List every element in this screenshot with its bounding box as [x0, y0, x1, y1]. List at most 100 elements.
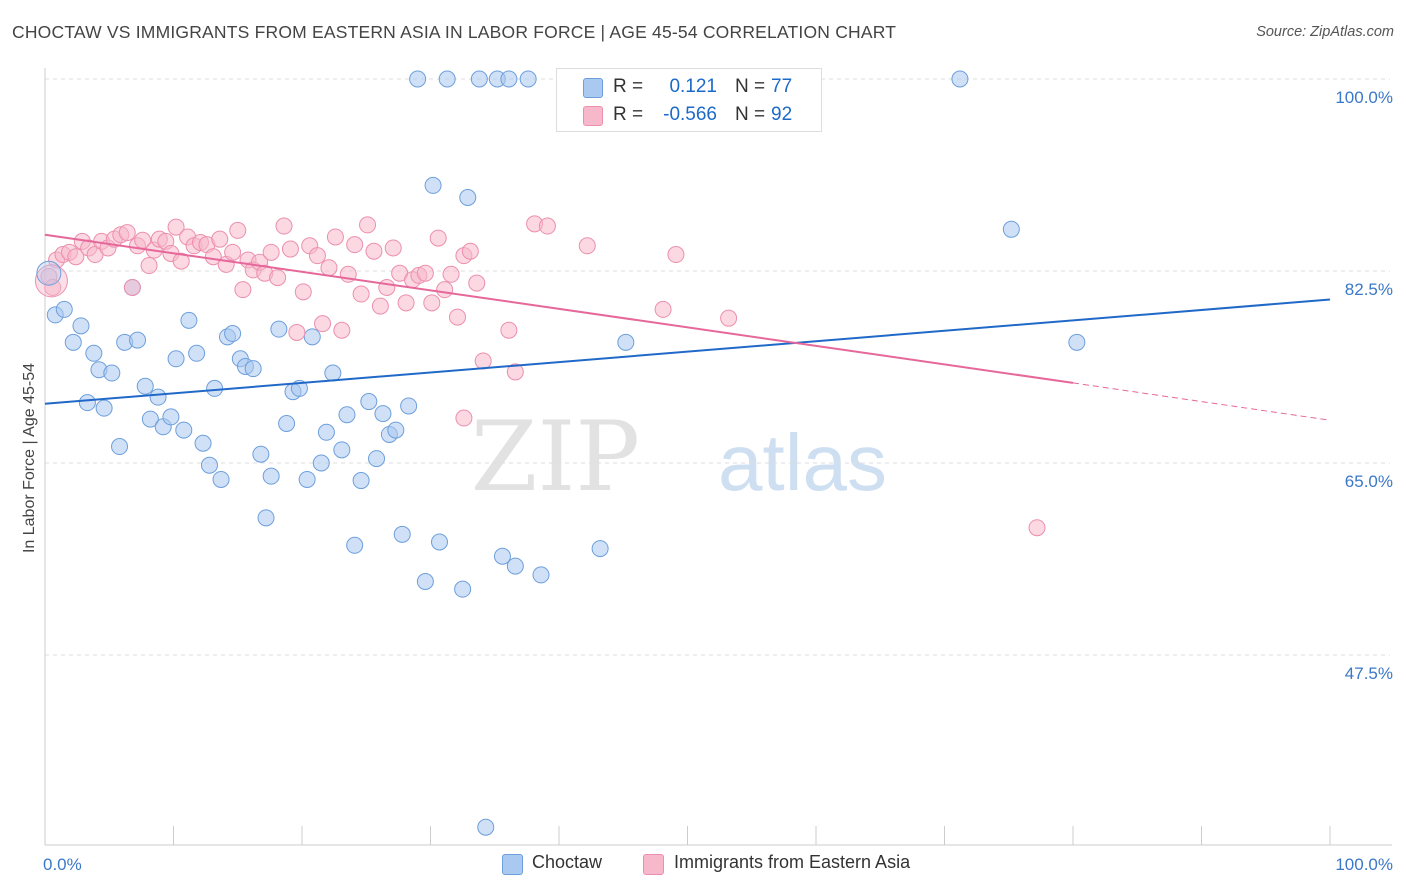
- immigrants-point: [468, 274, 486, 292]
- choctaw-point: [55, 300, 73, 318]
- legend-r-label: R =: [613, 76, 644, 97]
- immigrants-point: [44, 278, 62, 296]
- choctaw-point: [416, 572, 434, 590]
- choctaw-point: [400, 397, 418, 415]
- choctaw-point: [303, 328, 321, 346]
- choctaw-point: [200, 456, 218, 474]
- watermark-atlas: atlas: [718, 418, 887, 507]
- immigrants-point: [720, 309, 738, 327]
- choctaw-point: [393, 525, 411, 543]
- immigrants-point: [538, 217, 556, 235]
- watermark-zip: ZIP: [471, 401, 640, 513]
- immigrants-point: [397, 294, 415, 312]
- immigrants-point: [288, 323, 306, 341]
- choctaw-point: [1002, 220, 1020, 238]
- choctaw-point: [368, 450, 386, 468]
- choctaw-point: [360, 393, 378, 411]
- choctaw-point: [162, 408, 180, 426]
- immigrants-point: [442, 265, 460, 283]
- choctaw-point: [374, 405, 392, 423]
- legend-n-value: 77: [771, 76, 793, 97]
- choctaw-point: [519, 70, 537, 88]
- choctaw-point: [167, 350, 185, 368]
- immigrants-point: [346, 236, 364, 254]
- immigrants-point: [1028, 519, 1046, 537]
- immigrants-point: [474, 352, 492, 370]
- legend-n-label: N =: [735, 76, 766, 97]
- bottom-legend-choctaw-swatch: [502, 854, 523, 875]
- bottom-legend-choctaw: Choctaw: [532, 852, 603, 872]
- choctaw-point: [409, 70, 427, 88]
- choctaw-point: [72, 317, 90, 335]
- immigrants-point: [269, 269, 287, 287]
- source-label: Source: ZipAtlas.com: [1256, 24, 1394, 40]
- choctaw-point: [333, 441, 351, 459]
- immigrants-point: [429, 229, 447, 247]
- immigrants-point: [118, 224, 136, 242]
- immigrants-point: [294, 283, 312, 301]
- choctaw-point: [78, 394, 96, 412]
- choctaw-point: [438, 70, 456, 88]
- immigrants-swatch: [583, 106, 603, 126]
- immigrants-point: [211, 230, 229, 248]
- choctaw-point: [278, 415, 296, 433]
- y-tick-label: 100.0%: [1335, 88, 1393, 107]
- choctaw-point: [477, 818, 495, 836]
- immigrants-point: [167, 218, 185, 236]
- immigrants-point: [262, 243, 280, 261]
- y-tick-label: 65.0%: [1345, 472, 1393, 491]
- choctaw-point: [129, 331, 147, 349]
- choctaw-point: [312, 454, 330, 472]
- immigrants-point: [371, 297, 389, 315]
- immigrants-point: [365, 242, 383, 260]
- x-tick-label: 0.0%: [43, 855, 82, 874]
- choctaw-point: [270, 320, 288, 338]
- immigrants-point: [423, 294, 441, 312]
- immigrants-point: [123, 278, 141, 296]
- legend-row-choctaw: R = 0.121 N = 77: [557, 73, 821, 101]
- immigrants-point: [578, 237, 596, 255]
- choctaw-point: [111, 438, 129, 456]
- immigrants-point: [461, 242, 479, 260]
- choctaw-point: [951, 70, 969, 88]
- immigrants-point: [654, 300, 672, 318]
- legend-row-immigrants: R = -0.566 N = 92: [557, 101, 821, 129]
- correlation-legend: R = 0.121 N = 77 R = -0.566 N = 92: [556, 68, 822, 132]
- choctaw-point: [136, 377, 154, 395]
- immigrants-point: [378, 278, 396, 296]
- choctaw-point: [103, 364, 121, 382]
- choctaw-point: [212, 470, 230, 488]
- immigrants-point: [333, 321, 351, 339]
- choctaw-point: [324, 364, 342, 382]
- immigrants-point: [281, 240, 299, 258]
- immigrants-point: [359, 216, 377, 234]
- choctaw-point: [262, 467, 280, 485]
- immigrants-point: [234, 281, 252, 299]
- choctaw-trend-line: [44, 298, 1331, 405]
- choctaw-point: [64, 333, 82, 351]
- choctaw-point: [617, 333, 635, 351]
- immigrants-point: [204, 248, 222, 266]
- immigrants-point: [436, 281, 454, 299]
- immigrants-point: [275, 217, 293, 235]
- choctaw-point: [424, 176, 442, 194]
- choctaw-point: [352, 472, 370, 490]
- choctaw-point: [36, 260, 62, 286]
- immigrants-point: [224, 243, 242, 261]
- legend-r-label: R =: [613, 104, 644, 125]
- chart-title: CHOCTAW VS IMMIGRANTS FROM EASTERN ASIA …: [12, 22, 897, 42]
- immigrants-point: [326, 228, 344, 246]
- choctaw-point: [317, 423, 335, 441]
- immigrants-point: [172, 252, 190, 270]
- choctaw-point: [257, 509, 275, 527]
- choctaw-point: [493, 547, 511, 565]
- immigrants-point: [667, 246, 685, 264]
- bottom-legend-immigrants-swatch: [643, 854, 664, 875]
- immigrants-point: [140, 257, 158, 275]
- choctaw-point: [459, 188, 477, 206]
- choctaw-point: [95, 399, 113, 417]
- choctaw-point: [1068, 333, 1086, 351]
- bottom-legend-immigrants: Immigrants from Eastern Asia: [674, 852, 911, 872]
- immigrants-point: [384, 239, 402, 257]
